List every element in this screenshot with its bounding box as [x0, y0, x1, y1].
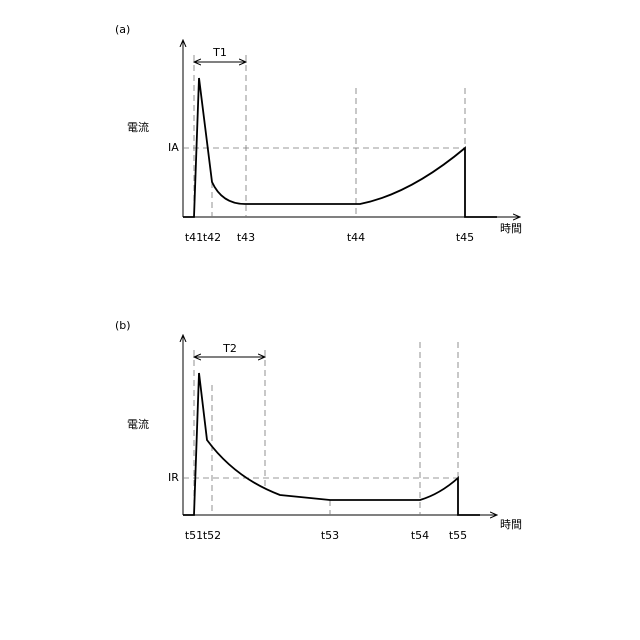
period-label: T1: [212, 46, 227, 59]
current-curve: [183, 373, 480, 515]
x-axis-label: 時間: [500, 518, 522, 531]
guides: [183, 55, 465, 217]
x-axis-label: 時間: [500, 222, 522, 235]
tick-label: t43: [237, 231, 255, 244]
tick-label: t42: [203, 231, 221, 244]
tick-label: t41: [185, 231, 203, 244]
tick-label: t52: [203, 529, 221, 542]
diagram: (a) 電流 時間 IA T1 t41 t42 t43 t44 t45 (b) …: [0, 0, 640, 640]
tick-label: t51: [185, 529, 203, 542]
panel-label: (b): [115, 319, 131, 332]
y-axis-label: 電流: [127, 417, 149, 431]
level-label: IR: [168, 471, 179, 484]
tick-label: t55: [449, 529, 467, 542]
current-curve: [183, 78, 497, 217]
panel-a: (a) 電流 時間 IA T1 t41 t42 t43 t44 t45: [115, 23, 522, 244]
period-label: T2: [222, 342, 237, 355]
guides: [183, 342, 458, 515]
tick-label: t45: [456, 231, 474, 244]
y-axis-label: 電流: [127, 120, 149, 134]
level-label: IA: [168, 141, 179, 154]
panel-label: (a): [115, 23, 130, 36]
tick-label: t44: [347, 231, 365, 244]
panel-b: (b) 電流 時間 IR T2 t51 t52 t53 t54 t55: [115, 319, 522, 542]
tick-label: t53: [321, 529, 339, 542]
tick-label: t54: [411, 529, 429, 542]
